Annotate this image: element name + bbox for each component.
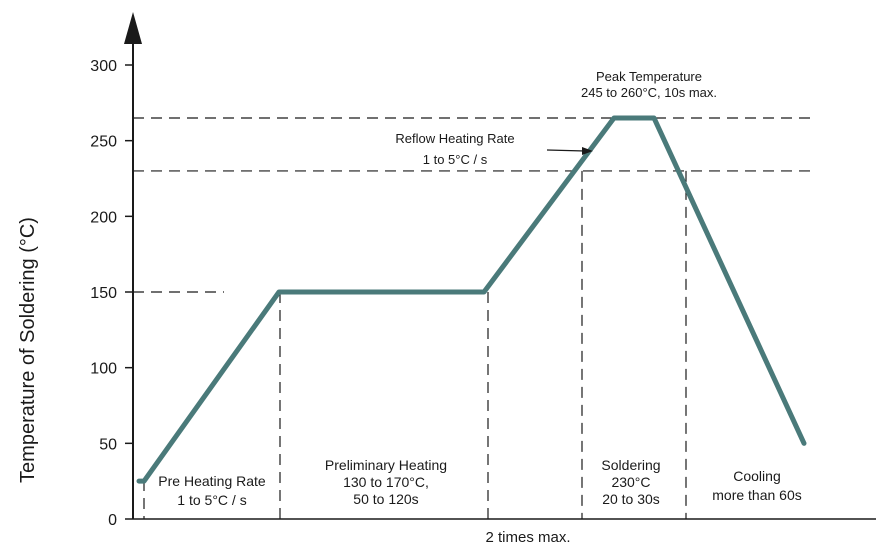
phase-label-line: 230°C (611, 474, 650, 490)
phase-label-line: Soldering (601, 457, 660, 473)
y-ticks: 0 50 100 150 200 250 300 (90, 58, 133, 529)
x-axis-note: 2 times max. (485, 529, 570, 546)
temperature-curve (136, 115, 807, 484)
peak-temperature-detail: 245 to 260°C, 10s max. (581, 85, 717, 100)
y-axis-arrow-icon (124, 12, 142, 44)
phase-label-line: 20 to 30s (602, 491, 660, 507)
phase-label-pre-heating: Pre Heating Rate 1 to 5°C / s (158, 473, 266, 508)
reflow-arrow-icon (546, 147, 593, 155)
y-tick-label: 100 (90, 361, 117, 378)
y-tick-label: 300 (90, 58, 117, 75)
phase-label-line: Pre Heating Rate (158, 473, 266, 489)
y-tick-label: 50 (99, 436, 117, 453)
y-tick-label: 250 (90, 134, 117, 151)
y-tick-label: 0 (108, 512, 117, 529)
phase-label-line: Preliminary Heating (325, 457, 447, 473)
phase-label-line: 50 to 120s (353, 491, 418, 507)
y-tick-label: 150 (90, 285, 117, 302)
phase-label-line: Cooling (733, 468, 780, 484)
phase-label-cooling: Cooling more than 60s (712, 468, 802, 503)
phase-label-line: 1 to 5°C / s (177, 492, 246, 508)
y-axis-title: Temperature of Soldering (°C) (17, 217, 39, 483)
y-tick-label: 200 (90, 209, 117, 226)
reference-lines (133, 117, 810, 293)
reflow-rate-title: Reflow Heating Rate (395, 131, 514, 146)
phase-dividers (143, 170, 687, 519)
peak-temperature-title: Peak Temperature (596, 69, 702, 84)
phase-label-line: more than 60s (712, 487, 802, 503)
reflow-rate-detail: 1 to 5°C / s (423, 152, 488, 167)
phase-label-line: 130 to 170°C, (343, 474, 429, 490)
